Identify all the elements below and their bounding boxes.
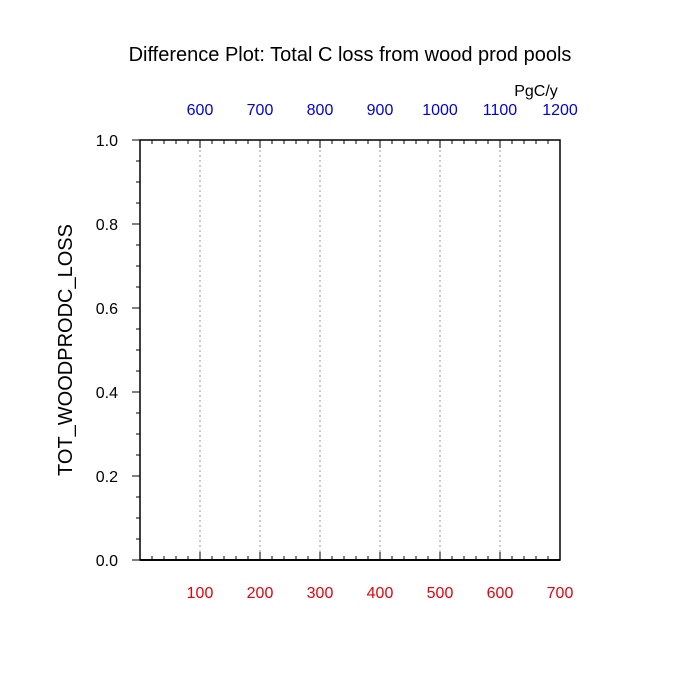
- tick-labels: 100 200 300 400 500 600 700 600 700 800 900 1000 110…: [96, 102, 578, 602]
- grid-lines: [199, 140, 501, 560]
- bottom-tick-label: 500: [427, 585, 454, 602]
- top-tick-label: 1000: [422, 102, 458, 119]
- bottom-tick-label: 300: [307, 585, 334, 602]
- top-tick-label: 800: [307, 102, 334, 119]
- left-tick-label: 0.0: [96, 553, 118, 570]
- top-tick-label: 1200: [542, 102, 578, 119]
- left-tick-label: 0.4: [96, 385, 118, 402]
- y-axis-label: TOT_WOODPRODC_LOSS: [55, 224, 77, 476]
- left-tick-label: 0.6: [96, 301, 118, 318]
- top-tick-label: 600: [187, 102, 214, 119]
- bottom-tick-label: 200: [247, 585, 274, 602]
- units-label: PgC/y: [514, 83, 558, 100]
- left-tick-label: 0.2: [96, 469, 118, 486]
- chart-title: Difference Plot: Total C loss from wood …: [129, 44, 572, 66]
- top-tick-label: 900: [367, 102, 394, 119]
- bottom-tick-label: 600: [487, 585, 514, 602]
- bottom-tick-label: 700: [547, 585, 574, 602]
- bottom-tick-label: 100: [187, 585, 214, 602]
- left-tick-label: 1.0: [96, 133, 118, 150]
- bottom-tick-label: 400: [367, 585, 394, 602]
- top-tick-label: 700: [247, 102, 274, 119]
- left-tick-label: 0.8: [96, 217, 118, 234]
- plot-frame: [139, 139, 561, 561]
- top-tick-label: 1100: [483, 102, 518, 119]
- major-ticks: [132, 139, 561, 561]
